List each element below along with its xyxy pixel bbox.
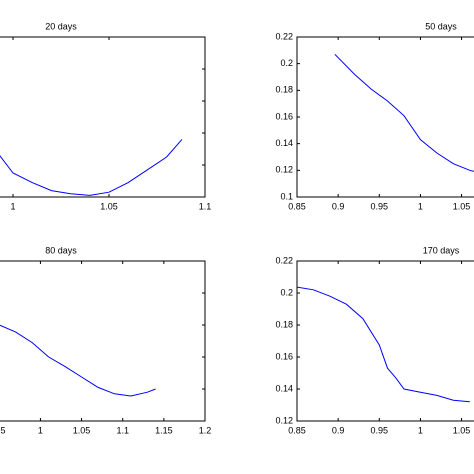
x-tick-label: 0.95 [371, 425, 389, 435]
y-tick-label: 0.1 [280, 191, 293, 201]
subplot-title: 170 days [423, 245, 460, 255]
y-tick-label: 0.2 [280, 58, 293, 68]
x-tick-label: 0.85 [288, 201, 306, 211]
x-tick-label: 1.15 [155, 425, 173, 435]
x-tick-label: 1.1 [116, 425, 129, 435]
x-tick-label: 0.9 [332, 425, 345, 435]
y-tick-label: 0.16 [275, 111, 293, 121]
data-line [0, 139, 183, 196]
x-tick-label: 1 [38, 425, 43, 435]
data-line [334, 53, 474, 172]
axes-box [0, 260, 206, 422]
x-tick-label: 1.2 [199, 425, 212, 435]
x-tick-label: 1 [418, 201, 423, 211]
x-tick-label: 1 [418, 425, 423, 435]
axes-box [296, 260, 474, 422]
x-tick-label: 1.05 [453, 201, 471, 211]
data-line [297, 286, 470, 403]
axes-box [0, 36, 206, 198]
x-tick-label: 1.05 [100, 201, 118, 211]
x-tick-label: 1.05 [453, 425, 471, 435]
subplot-title: 50 days [425, 21, 457, 31]
y-tick-label: 0.12 [275, 415, 293, 425]
x-tick-label: 0.95 [371, 201, 389, 211]
subplot: 80 days.9511.051.11.151.20.120.140.160.1… [0, 245, 211, 435]
y-tick-label: 0.22 [275, 31, 293, 41]
subplot: 50 days 0.85 0.9 0.95 1 1.05 0.1 0.12 0.14 0.16 0.… [275, 21, 474, 211]
subplot-title: 20 days [45, 21, 77, 31]
y-tick-label: 0.12 [275, 165, 293, 175]
y-tick-label: 0.16 [275, 351, 293, 361]
data-line [0, 324, 156, 397]
y-tick-label: 0.14 [275, 383, 293, 393]
y-tick-label: 0.22 [275, 255, 293, 265]
axes-box [296, 36, 474, 198]
y-tick-label: 0.18 [275, 85, 293, 95]
y-tick-label: 0.18 [275, 319, 293, 329]
y-tick-label: 0.2 [280, 287, 293, 297]
x-tick-label: 1.05 [73, 425, 91, 435]
y-tick-label: 0.14 [275, 138, 293, 148]
subplot-title: 80 days [45, 245, 77, 255]
x-tick-label: 0.85 [288, 425, 306, 435]
x-tick-label: 1.1 [199, 201, 212, 211]
x-tick-label: 1 [10, 201, 15, 211]
subplot: 170 days 0.85 0.9 0.95 1 1.05 0.12 0.14 0.16 0.18… [275, 245, 474, 435]
x-tick-label: 0.9 [332, 201, 345, 211]
x-tick-label: .95 [0, 425, 6, 435]
